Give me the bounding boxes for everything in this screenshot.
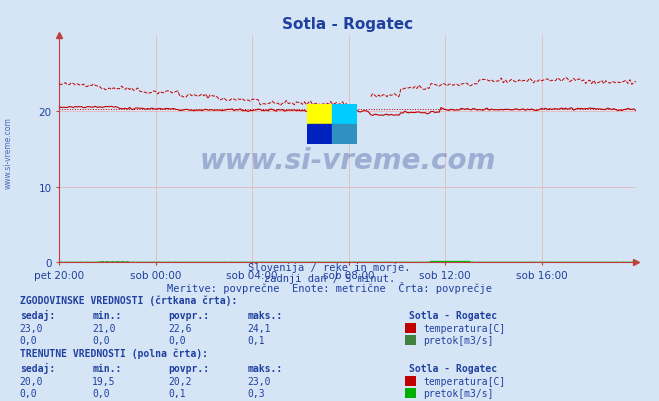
Text: Meritve: povprečne  Enote: metrične  Črta: povprečje: Meritve: povprečne Enote: metrične Črta:… [167, 282, 492, 294]
Text: pretok[m3/s]: pretok[m3/s] [423, 388, 494, 398]
Text: 20,0: 20,0 [20, 376, 43, 386]
Title: Sotla - Rogatec: Sotla - Rogatec [282, 17, 413, 32]
Text: povpr.:: povpr.: [168, 310, 209, 320]
Bar [307, 125, 332, 145]
Text: 19,5: 19,5 [92, 376, 116, 386]
Text: www.si-vreme.com: www.si-vreme.com [3, 117, 13, 188]
Text: 0,3: 0,3 [247, 388, 265, 398]
Text: 0,0: 0,0 [20, 335, 38, 345]
Text: maks.:: maks.: [247, 363, 282, 373]
Text: 0,0: 0,0 [168, 335, 186, 345]
Text: 20,2: 20,2 [168, 376, 192, 386]
Text: 0,1: 0,1 [168, 388, 186, 398]
Text: TRENUTNE VREDNOSTI (polna črta):: TRENUTNE VREDNOSTI (polna črta): [20, 348, 208, 358]
Text: 22,6: 22,6 [168, 323, 192, 333]
Text: 0,1: 0,1 [247, 335, 265, 345]
Text: maks.:: maks.: [247, 310, 282, 320]
Text: Sotla - Rogatec: Sotla - Rogatec [409, 310, 497, 320]
Text: pretok[m3/s]: pretok[m3/s] [423, 335, 494, 345]
Text: 24,1: 24,1 [247, 323, 271, 333]
Text: 0,0: 0,0 [20, 388, 38, 398]
Text: zadnji dan / 5 minut.: zadnji dan / 5 minut. [264, 273, 395, 283]
Bar [307, 105, 332, 125]
Text: sedaj:: sedaj: [20, 363, 55, 373]
Bar [332, 125, 357, 145]
Text: 0,0: 0,0 [92, 388, 110, 398]
Text: 23,0: 23,0 [20, 323, 43, 333]
Text: Sotla - Rogatec: Sotla - Rogatec [409, 363, 497, 373]
Text: temperatura[C]: temperatura[C] [423, 376, 505, 386]
Text: 0,0: 0,0 [92, 335, 110, 345]
Bar [332, 105, 357, 125]
Text: min.:: min.: [92, 363, 122, 373]
Text: Slovenija / reke in morje.: Slovenija / reke in morje. [248, 263, 411, 273]
Text: 23,0: 23,0 [247, 376, 271, 386]
Text: 21,0: 21,0 [92, 323, 116, 333]
Text: sedaj:: sedaj: [20, 309, 55, 320]
Text: www.si-vreme.com: www.si-vreme.com [200, 147, 496, 175]
Text: temperatura[C]: temperatura[C] [423, 323, 505, 333]
Text: min.:: min.: [92, 310, 122, 320]
Text: povpr.:: povpr.: [168, 363, 209, 373]
Text: ZGODOVINSKE VREDNOSTI (črtkana črta):: ZGODOVINSKE VREDNOSTI (črtkana črta): [20, 294, 237, 305]
